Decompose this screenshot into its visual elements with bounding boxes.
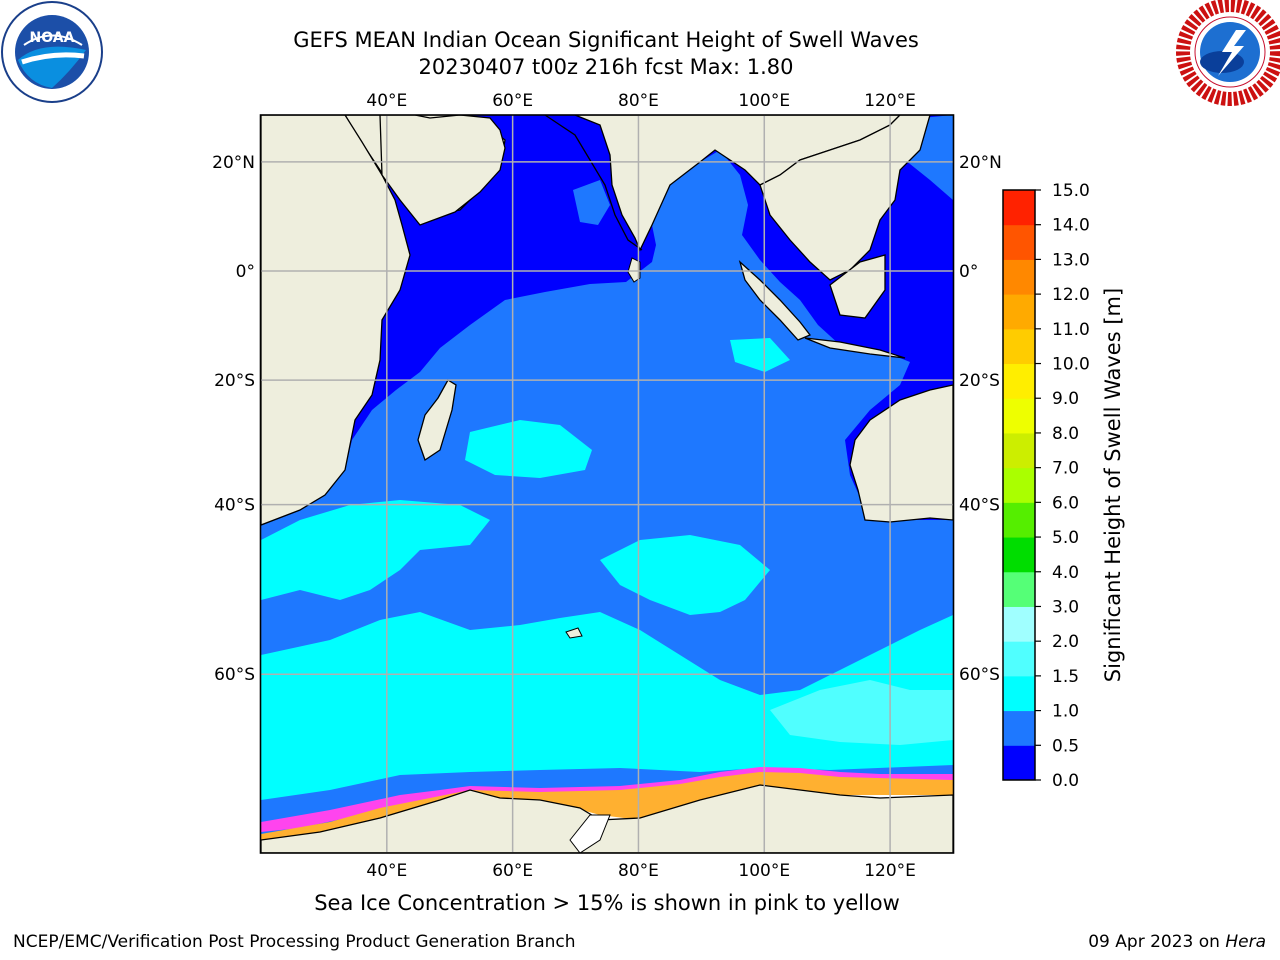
colorbar-swatch <box>1003 432 1035 469</box>
map-area <box>261 115 953 853</box>
lat-tick-label: 20°N <box>212 153 255 173</box>
noaa-logo-text: NOAA <box>30 30 75 46</box>
colorbar-tick-label: 4.0 <box>1052 563 1079 583</box>
lon-tick-label: 100°E <box>738 91 790 111</box>
colorbar-swatch <box>1003 398 1035 434</box>
lon-tick-label: 60°E <box>492 91 533 111</box>
colorbar-tick-label: 7.0 <box>1052 459 1079 479</box>
colorbar-swatch <box>1003 224 1035 260</box>
lat-tick-label: 0° <box>236 262 255 282</box>
colorbar-swatch <box>1003 467 1035 503</box>
lon-tick-label: 120°E <box>864 91 916 111</box>
colorbar-tick-label: 15.0 <box>1052 181 1090 201</box>
footer-date: 09 Apr 2023 on Hera <box>1088 932 1266 952</box>
lon-tick-label: 80°E <box>618 91 659 111</box>
noaa-logo: NOAA <box>1 1 103 103</box>
lat-ticks-left: 20°N 0° 20°S 40°S 60°S <box>212 153 255 685</box>
lat-tick-label: 40°S <box>214 496 255 516</box>
footer-credit: NCEP/EMC/Verification Post Processing Pr… <box>13 932 576 952</box>
colorbar-swatch <box>1003 537 1035 573</box>
colorbar-swatch <box>1003 363 1035 399</box>
colorbar-frame <box>1002 189 1036 781</box>
lon-ticks-top: 40°E 60°E 80°E 100°E 120°E <box>366 91 916 111</box>
lat-tick-label: 20°N <box>959 153 1002 173</box>
colorbar-swatch <box>1003 641 1035 677</box>
colorbar-swatch <box>1003 328 1035 365</box>
lat-tick-label: 40°S <box>959 496 1000 516</box>
colorbar-tick-label: 6.0 <box>1052 493 1079 513</box>
lat-tick-label: 60°S <box>959 665 1000 685</box>
colorbar-tick-label: 9.0 <box>1052 389 1079 409</box>
lat-ticks-right: 20°N 0° 20°S 40°S 60°S <box>959 153 1002 685</box>
nws-logo <box>1176 0 1280 106</box>
lon-tick-label: 40°E <box>366 861 407 881</box>
colorbar-swatch <box>1003 502 1035 538</box>
colorbar: 0.0 0.5 1.0 1.5 2.0 3.0 4.0 5.0 6.0 7.0 8.0 9.0 10.0… <box>1002 181 1090 791</box>
colorbar-swatch <box>1003 571 1035 607</box>
colorbar-swatch <box>1003 190 1035 226</box>
colorbar-swatch <box>1003 294 1035 330</box>
map-caption: Sea Ice Concentration > 15% is shown in … <box>314 891 900 915</box>
colorbar-tick-label: 2.0 <box>1052 632 1079 652</box>
colorbar-swatch <box>1003 710 1035 746</box>
colorbar-swatch <box>1003 606 1035 642</box>
colorbar-tick-label: 11.0 <box>1052 320 1090 340</box>
colorbar-swatch <box>1003 745 1035 781</box>
colorbar-tick-label: 5.0 <box>1052 528 1079 548</box>
colorbar-tick-label: 3.0 <box>1052 597 1079 617</box>
chart-subtitle: 20230407 t00z 216h fcst Max: 1.80 <box>418 55 794 79</box>
colorbar-tick-label: 14.0 <box>1052 216 1090 236</box>
colorbar-swatch <box>1003 259 1035 295</box>
colorbar-tick-label: 10.0 <box>1052 355 1090 375</box>
footer-host: Hera <box>1225 932 1266 952</box>
colorbar-tick-label: 12.0 <box>1052 285 1090 305</box>
map-frame <box>259 114 955 854</box>
colorbar-label: Significant Height of Swell Waves [m] <box>1101 287 1125 683</box>
colorbar-tick-label: 1.5 <box>1052 667 1079 687</box>
footer-date-text: 09 Apr 2023 on <box>1088 932 1226 952</box>
colorbar-tick-label: 13.0 <box>1052 250 1090 270</box>
lat-tick-label: 20°S <box>959 371 1000 391</box>
lat-tick-label: 60°S <box>214 665 255 685</box>
lon-tick-label: 80°E <box>618 861 659 881</box>
lat-tick-label: 20°S <box>214 371 255 391</box>
chart-title: GEFS MEAN Indian Ocean Significant Heigh… <box>293 28 919 52</box>
colorbar-tick-label: 0.0 <box>1052 771 1079 791</box>
lon-tick-label: 40°E <box>366 91 407 111</box>
lon-tick-label: 60°E <box>492 861 533 881</box>
lon-tick-label: 100°E <box>738 861 790 881</box>
lon-ticks-bottom: 40°E 60°E 80°E 100°E 120°E <box>366 861 916 881</box>
map-gridlines <box>261 115 953 853</box>
colorbar-tick-label: 8.0 <box>1052 424 1079 444</box>
lat-tick-label: 0° <box>959 262 978 282</box>
colorbar-tick-label: 0.5 <box>1052 736 1079 756</box>
colorbar-swatch <box>1003 675 1035 712</box>
colorbar-tick-label: 1.0 <box>1052 702 1079 722</box>
lon-tick-label: 120°E <box>864 861 916 881</box>
